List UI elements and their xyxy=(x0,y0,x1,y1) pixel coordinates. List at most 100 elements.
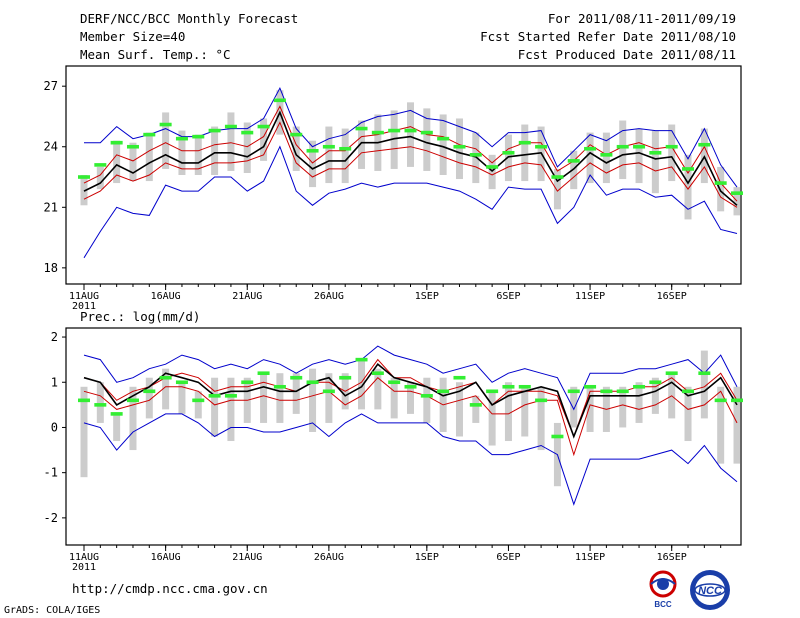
spread-box xyxy=(651,377,659,414)
plot-frame xyxy=(65,327,742,546)
spread-box xyxy=(407,102,414,167)
median-marker xyxy=(175,136,188,141)
spread-box xyxy=(553,168,561,210)
forecast-period: For 2011/08/11-2011/09/19 xyxy=(547,11,736,26)
median-marker xyxy=(224,394,237,398)
median-marker xyxy=(420,130,433,135)
spread-box xyxy=(227,377,235,442)
variable-label: Mean Surf. Temp.: °C xyxy=(80,47,231,62)
min-line xyxy=(83,413,738,506)
spread-box xyxy=(488,391,496,446)
spread-box xyxy=(260,118,268,161)
spread-box xyxy=(390,377,398,419)
x-tick-label: 16SEP xyxy=(657,552,687,563)
spread-box xyxy=(243,122,251,173)
spread-box xyxy=(96,166,104,190)
spread-box xyxy=(390,110,398,169)
spread-box xyxy=(113,413,121,442)
spread-box xyxy=(325,126,333,184)
spread-box xyxy=(521,386,529,437)
spread-box xyxy=(717,166,725,212)
x-tick-label: 16AUG xyxy=(151,552,181,563)
spread-box xyxy=(455,118,463,180)
x-tick-label: 16SEP xyxy=(657,291,687,302)
y-tick-label: -1 xyxy=(44,466,58,480)
median-marker xyxy=(355,357,368,362)
max-line xyxy=(83,345,738,411)
median-marker xyxy=(126,398,139,403)
y-tick-label: 18 xyxy=(44,261,58,275)
spread-box xyxy=(423,108,431,171)
spread-box xyxy=(80,386,88,478)
median-marker xyxy=(731,398,743,403)
spread-box xyxy=(292,126,300,171)
spread-box xyxy=(341,128,349,184)
median-marker xyxy=(584,384,597,389)
spread-box xyxy=(178,382,186,414)
y-tick-label: 27 xyxy=(44,79,58,93)
median-marker xyxy=(551,175,564,179)
median-marker xyxy=(273,384,286,389)
x-tick-label: 1SEP xyxy=(415,291,439,302)
spread-box xyxy=(700,350,708,419)
median-marker xyxy=(273,98,286,103)
median-marker xyxy=(518,140,531,145)
median-marker xyxy=(535,398,548,403)
spread-box xyxy=(586,132,594,184)
median-marker xyxy=(306,380,319,385)
spread-box xyxy=(309,368,317,432)
spread-box xyxy=(129,386,137,451)
spread-box xyxy=(668,124,676,182)
spread-box xyxy=(80,175,88,206)
spread-box xyxy=(717,386,725,464)
spread-box xyxy=(194,391,202,419)
median-marker xyxy=(731,191,743,195)
spread-box xyxy=(504,134,512,182)
spread-box xyxy=(145,377,153,419)
spread-box xyxy=(227,112,235,171)
x-year-label: 2011 xyxy=(72,562,96,573)
median-marker xyxy=(208,394,221,398)
precipitation-panel: -2 -1 0 1 2 11AUG 16AUG 21AUG 26AUG 1SEP 6SEP 11SEP… xyxy=(44,327,743,573)
spread-box xyxy=(162,368,170,410)
median-marker xyxy=(257,371,270,376)
x-tick-label: 26AUG xyxy=(314,552,344,563)
x-tick-label: 26AUG xyxy=(314,291,344,302)
ncc-logo: NCC xyxy=(690,570,730,610)
median-marker xyxy=(78,175,90,179)
x-year-label: 2011 xyxy=(72,301,96,312)
produced-date: Fcst Produced Date 2011/08/11 xyxy=(517,47,736,62)
lower-line xyxy=(83,121,738,208)
median-marker xyxy=(420,394,433,398)
spread-box xyxy=(570,386,578,428)
website-url[interactable]: http://cmdp.ncc.cma.gov.cn xyxy=(72,581,268,596)
median-marker xyxy=(649,380,662,385)
spread-box xyxy=(455,382,463,437)
precip-label: Prec.: log(mm/d) xyxy=(80,309,201,324)
y-tick-label: 1 xyxy=(51,375,58,389)
spread-box xyxy=(211,377,219,437)
median-marker xyxy=(404,384,417,389)
median-marker xyxy=(698,142,711,147)
spread-box xyxy=(439,114,447,175)
median-marker xyxy=(682,167,695,171)
median-marker xyxy=(322,389,335,394)
median-marker xyxy=(567,159,580,163)
spread-box xyxy=(113,140,121,184)
spread-box xyxy=(358,359,366,410)
median-marker xyxy=(339,375,352,380)
spread-box xyxy=(145,132,153,182)
median-marker xyxy=(290,375,303,380)
spread-box xyxy=(178,130,186,175)
median-marker xyxy=(600,389,613,394)
median-marker xyxy=(551,434,564,439)
median-marker xyxy=(633,144,646,149)
spread-box xyxy=(407,382,414,414)
x-tick-label: 1SEP xyxy=(415,552,439,563)
median-marker xyxy=(371,130,384,135)
median-marker xyxy=(126,144,139,149)
median-marker xyxy=(616,389,629,394)
spread-box xyxy=(521,124,529,182)
median-marker xyxy=(322,144,335,149)
min-line xyxy=(83,145,738,259)
